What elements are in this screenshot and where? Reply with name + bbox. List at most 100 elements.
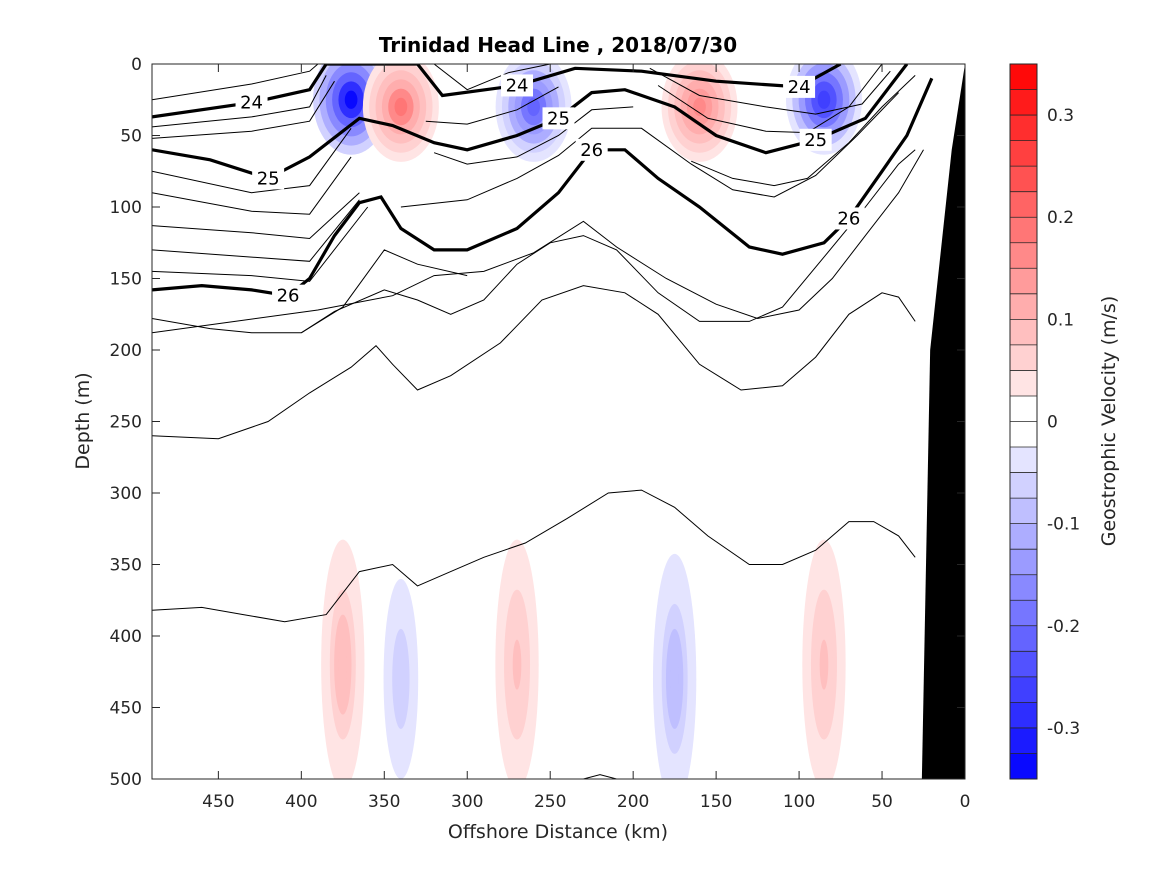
density-contour [425,86,559,125]
colorbar-swatch [1010,191,1037,218]
density-contour [400,92,899,208]
colorbar-swatch [1010,370,1037,397]
colorbar-frame [1009,63,1038,780]
colorbar-title: Geostrophic Velocity (m/s) [1098,296,1120,546]
chart-title: Trinidad Head Line , 2018/07/30 [379,33,737,57]
contour-label-bg [799,128,832,151]
colorbar-swatch [1010,89,1037,116]
colorbar-swatch [1010,115,1037,142]
x-tick-label: 400 [285,792,317,812]
density-contour [152,249,468,334]
density-contour [152,80,335,139]
colorbar-swatch [1010,625,1037,652]
colorbar-swatch [1010,293,1037,320]
density-contour [152,489,916,623]
colorbar-swatch [1010,498,1037,525]
velocity-cell [693,97,706,117]
density-contour [152,192,360,240]
density-contour [152,128,352,194]
contour-label-25: 25 [547,108,570,129]
colorbar-swatch [1010,217,1037,244]
colorbar-swatch [1010,702,1037,729]
colorbar-tick-label: 0.2 [1047,208,1074,228]
density-contour [433,64,551,91]
y-tick-label: 200 [110,341,142,361]
contour-label-bg [235,91,268,114]
y-tick-label: 150 [110,270,142,290]
coastline-land [921,64,965,779]
colorbar-swatch [1010,574,1037,601]
x-axis-title: Offshore Distance (km) [448,821,668,843]
contour-label-25: 25 [257,168,280,189]
colorbar-swatch [1010,64,1037,91]
density-contour [152,75,327,128]
density-contour-26 [152,77,934,298]
colorbar-swatch [1010,421,1037,448]
colorbar-swatch [1010,268,1037,295]
velocity-cell [670,653,679,704]
colorbar: 0.3 0.2 0.1 0 -0.1 -0.2 -0.3 [1009,63,1080,780]
colorbar-swatch [1010,344,1037,371]
contour-label-bg [501,74,534,97]
contour-label-bg [252,167,285,190]
y-tick-label: 0 [131,55,142,75]
contour-label-26: 26 [837,208,860,229]
x-tick-label: 100 [783,792,815,812]
velocity-cell [344,90,358,109]
density-contour [152,285,916,440]
land-mask [921,64,965,779]
density-contour [152,64,319,101]
contour-label-bg [832,207,865,230]
colorbar-tick-label: 0.1 [1047,310,1074,330]
y-tick-label: 250 [110,413,142,433]
density-contour-25 [152,64,909,181]
y-tick-label: 50 [120,127,142,147]
colorbar-swatch [1010,676,1037,703]
colorbar-swatch [1010,319,1037,346]
density-contour [649,67,891,115]
colorbar-swatch [1010,166,1037,193]
colorbar-tick-label: -0.3 [1047,719,1080,739]
velocity-cell [394,97,408,117]
colorbar-swatch [1010,523,1037,550]
density-contour [583,774,617,779]
colorbar-swatch [1010,600,1037,627]
y-tick-label: 450 [110,699,142,719]
contour-label-24: 24 [788,77,811,98]
contour-label-24: 24 [506,75,529,96]
density-contour [152,149,924,334]
velocity-field [313,64,862,779]
x-tick-label: 200 [617,792,649,812]
density-contour-24 [152,64,842,119]
colorbar-tick-label: -0.2 [1047,617,1080,637]
colorbar-swatch [1010,395,1037,422]
x-tick-label: 350 [368,792,400,812]
colorbar-swatch [1010,242,1037,269]
density-contour [433,106,634,165]
y-tick-label: 350 [110,556,142,576]
colorbar-swatch [1010,549,1037,576]
density-contours: 24 24 24 25 25 25 26 26 26 [152,64,934,779]
contour-label-bg [783,75,816,98]
y-axis-title: Depth (m) [72,372,94,469]
colorbar-swatch [1010,651,1037,678]
x-tick-label: 250 [534,792,566,812]
velocity-cell [819,639,829,690]
density-contour [301,149,916,334]
y-tick-label: 300 [110,484,142,504]
y-tick-label: 100 [110,198,142,218]
density-contour [657,64,883,134]
contour-label-bg [272,284,305,307]
contour-label-bg [542,107,575,130]
colorbar-swatch [1010,447,1037,474]
x-tick-label: 150 [700,792,732,812]
colorbar-swatch [1010,753,1037,780]
colorbar-swatch [1010,472,1037,499]
colorbar-tick-label: 0 [1047,413,1058,433]
density-contour [691,75,916,187]
x-tick-label: 0 [960,792,971,812]
density-contour [152,199,360,262]
y-tick-label: 400 [110,627,142,647]
